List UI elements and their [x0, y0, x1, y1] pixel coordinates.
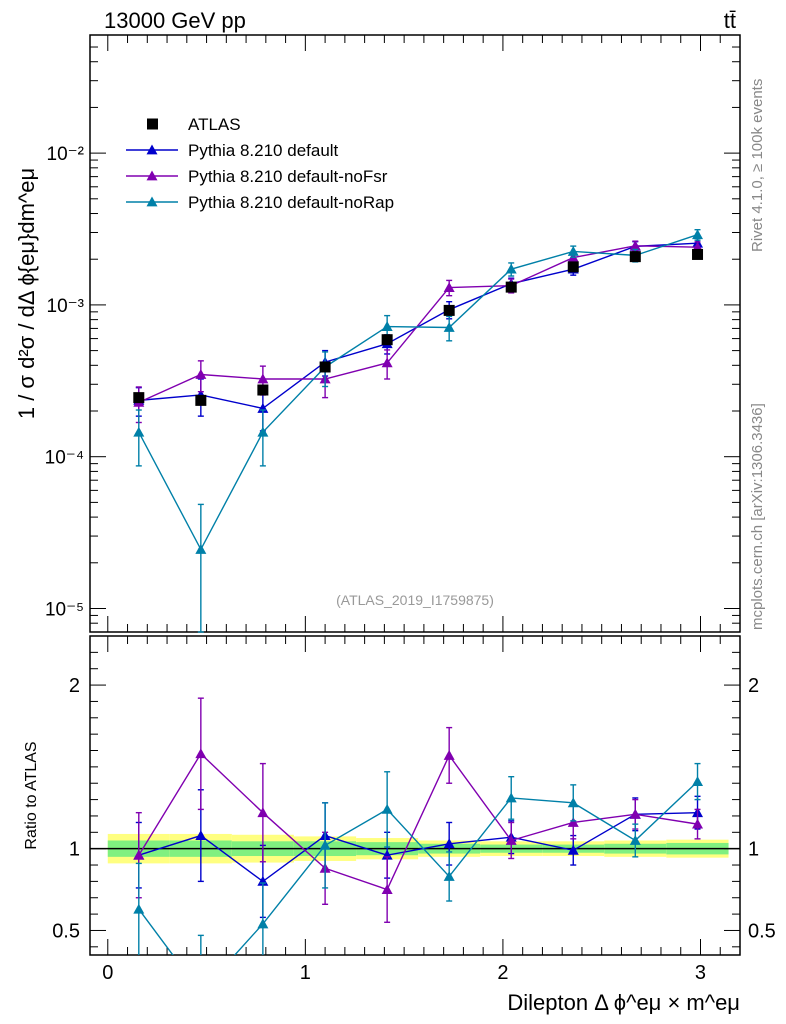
main-line-noFsr: [138, 245, 698, 404]
ratio-y-tick-label-left: 1: [69, 839, 80, 861]
legend-marker-noRap: [146, 196, 158, 207]
main-point-data: [319, 361, 331, 373]
main-point-data: [629, 251, 641, 263]
legend-label-noRap: Pythia 8.210 default-noRap: [188, 193, 394, 212]
ratio-point-noFsr: [567, 816, 579, 827]
main-point-data: [133, 392, 145, 404]
main-point-data: [505, 281, 517, 293]
ratio-point-noFsr: [443, 749, 455, 760]
ratio-point-noRap: [257, 918, 269, 929]
mcplots-label: mcplots.cern.ch [arXiv:1306.3436]: [749, 403, 766, 630]
main-point-data: [692, 248, 704, 260]
ratio-point-noFsr: [629, 808, 641, 819]
main-point-data: [443, 304, 455, 316]
ratio-point-noFsr: [195, 748, 207, 759]
main-point-noFsr: [257, 373, 269, 384]
ratio-point-noFsr: [692, 818, 704, 829]
ratio-x-tick-label: 0: [102, 962, 113, 984]
ratio-y-axis-label: Ratio to ATLAS: [23, 741, 40, 849]
main-point-noRap: [195, 543, 207, 554]
ratio-y-tick-label-right: 0.5: [748, 920, 776, 942]
ratio-y-tick-label-left: 2: [69, 675, 80, 697]
main-point-noRap: [443, 321, 455, 332]
ratio-y-tick-label-right: 1: [748, 839, 759, 861]
ratio-y-tick-label-right: 2: [748, 675, 759, 697]
ratio-point-noRap: [505, 792, 517, 803]
ratio-point-noFsr: [257, 807, 269, 818]
ratio-panel: 0.5 0.5 1 1 2 2 0 1 2 3 Ratio to ATLAS Dilepton Δ…: [23, 635, 776, 1015]
legend-label-noFsr: Pythia 8.210 default-noFsr: [188, 167, 388, 186]
main-point-noFsr: [195, 368, 207, 379]
ratio-point-noRap: [381, 803, 393, 814]
ratio-y-tick-label-left: 0.5: [52, 920, 80, 942]
ratio-point-noRap: [319, 839, 331, 850]
main-point-noRap: [692, 229, 704, 240]
main-point-noRap: [505, 263, 517, 274]
ratio-point-noRap: [567, 797, 579, 808]
ratio-line-default: [138, 811, 698, 883]
main-y-tick-label: 10⁻²: [47, 144, 85, 165]
ratio-point-noRap: [629, 834, 641, 845]
main-point-noFsr: [629, 240, 641, 251]
legend-marker-data: [147, 118, 158, 130]
ratio-x-tick-label: 1: [300, 962, 311, 984]
ratio-series-layer: [133, 697, 704, 955]
main-line-noRap: [138, 234, 698, 551]
ratio-point-noRap: [133, 903, 145, 914]
main-panel: 10⁻⁵ 10⁻⁴ 10⁻³ 10⁻² 1 / σ d²σ / dΔ ϕ{eμ}dm^…: [14, 34, 741, 633]
main-point-data: [567, 261, 579, 273]
main-series-layer: [133, 228, 704, 633]
legend-marker-default: [146, 144, 158, 155]
main-point-data: [381, 334, 393, 346]
main-point-noRap: [133, 426, 145, 437]
ratio-point-noFsr: [381, 884, 393, 894]
main-frame: [89, 34, 741, 633]
ratio-point-default: [195, 830, 207, 840]
main-point-noRap: [257, 426, 269, 437]
rivet-version-label: Rivet 4.1.0, ≥ 100k events: [749, 79, 766, 252]
ratio-x-tick-label: 3: [695, 962, 706, 984]
x-axis-label: Dilepton Δ ϕ^eμ × m^eμ: [507, 990, 740, 1015]
main-y-tick-label: 10⁻⁴: [45, 448, 84, 469]
main-point-data: [257, 384, 269, 396]
energy-label: 13000 GeV pp: [104, 8, 246, 33]
ratio-frame: [89, 635, 741, 956]
main-axes: 10⁻⁵ 10⁻⁴ 10⁻³ 10⁻²: [45, 34, 741, 633]
main-point-noRap: [567, 245, 579, 256]
legend: ATLAS Pythia 8.210 default Pythia 8.210 de…: [126, 115, 394, 212]
ratio-point-noFsr: [505, 834, 517, 845]
process-label: tt̄: [724, 8, 736, 33]
main-point-data: [195, 394, 207, 406]
legend-label-data: ATLAS: [188, 115, 241, 134]
ratio-line-noRap: [138, 781, 699, 955]
main-point-noFsr: [381, 357, 393, 368]
main-y-tick-label: 10⁻³: [47, 296, 85, 317]
main-y-axis-label: 1 / σ d²σ / dΔ ϕ{eμ}dm^eμ: [14, 168, 39, 419]
main-y-tick-label: 10⁻⁵: [45, 599, 84, 620]
ratio-point-noFsr: [133, 849, 145, 860]
ratio-point-noRap: [692, 776, 704, 786]
ratio-point-noRap: [443, 870, 455, 881]
analysis-id-label: (ATLAS_2019_I1759875): [336, 592, 494, 608]
legend-label-default: Pythia 8.210 default: [188, 141, 339, 160]
ratio-x-tick-label: 2: [497, 962, 508, 984]
main-point-noRap: [381, 321, 393, 331]
legend-marker-noFsr: [146, 170, 158, 181]
ratio-axes: 0.5 0.5 1 1 2 2 0 1 2 3: [52, 635, 776, 984]
ratio-point-default: [443, 838, 455, 849]
ratio-point-default: [567, 844, 579, 855]
ratio-line-noFsr: [138, 752, 698, 891]
main-point-noFsr: [443, 282, 455, 293]
